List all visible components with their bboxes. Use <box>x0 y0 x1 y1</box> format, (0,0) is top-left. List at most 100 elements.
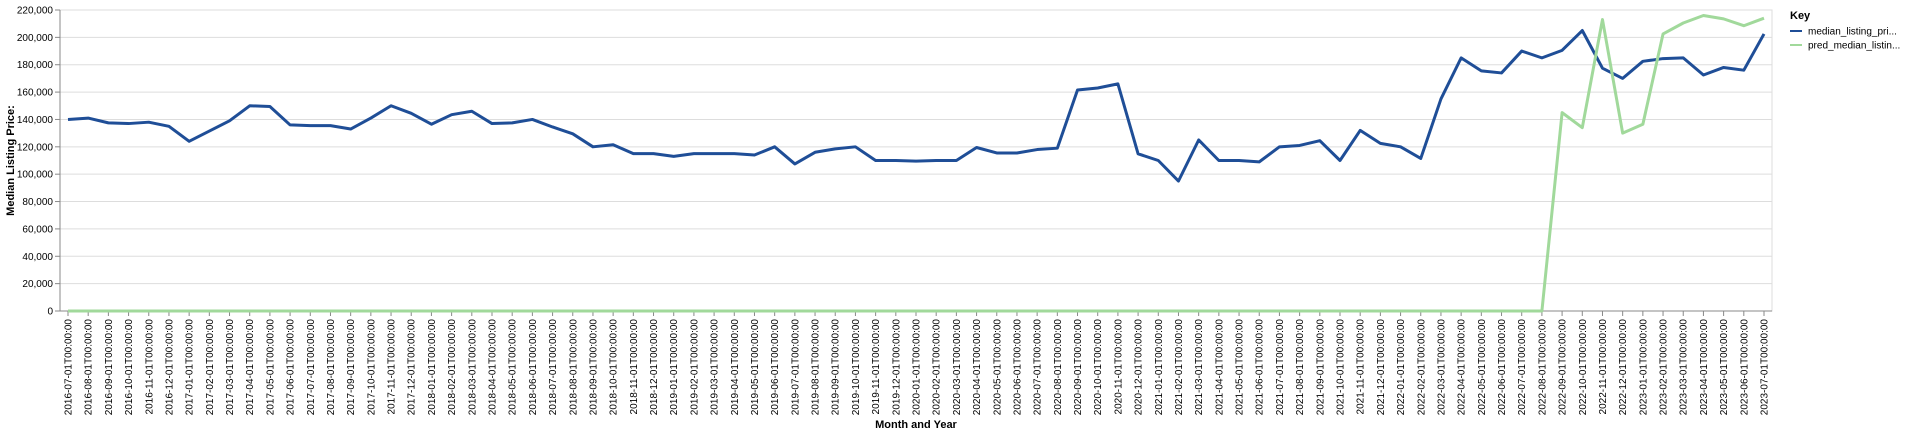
x-tick-label: 2020-09-01T00:00:00 <box>1073 319 1084 416</box>
x-tick-label: 2016-09-01T00:00:00 <box>104 319 115 416</box>
x-tick-label: 2020-02-01T00:00:00 <box>932 319 943 416</box>
x-tick-label: 2017-10-01T00:00:00 <box>366 319 377 416</box>
y-axis-title: Median Listing Price: <box>5 105 17 216</box>
y-tick-label: 100,000 <box>17 170 54 181</box>
x-tick-label: 2019-02-01T00:00:00 <box>689 319 700 416</box>
x-tick-label: 2018-08-01T00:00:00 <box>568 319 579 416</box>
x-tick-label: 2019-03-01T00:00:00 <box>710 319 721 416</box>
x-tick-label: 2020-10-01T00:00:00 <box>1093 319 1104 416</box>
x-tick-label: 2019-10-01T00:00:00 <box>851 319 862 416</box>
x-tick-label: 2017-11-01T00:00:00 <box>387 319 398 415</box>
x-tick-label: 2022-08-01T00:00:00 <box>1537 319 1548 416</box>
y-tick-label: 200,000 <box>17 33 54 44</box>
x-tick-label: 2022-04-01T00:00:00 <box>1457 319 1468 416</box>
x-tick-label: 2016-08-01T00:00:00 <box>84 319 95 416</box>
x-tick-label: 2022-12-01T00:00:00 <box>1618 319 1629 416</box>
x-tick-label: 2017-01-01T00:00:00 <box>185 319 196 416</box>
x-tick-label: 2018-09-01T00:00:00 <box>588 319 599 416</box>
x-tick-label: 2021-12-01T00:00:00 <box>1376 319 1387 416</box>
y-tick-label: 80,000 <box>22 197 53 208</box>
x-tick-label: 2022-09-01T00:00:00 <box>1558 319 1569 416</box>
x-tick-label: 2020-12-01T00:00:00 <box>1134 319 1145 416</box>
y-tick-label: 220,000 <box>17 6 54 17</box>
x-tick-label: 2021-09-01T00:00:00 <box>1315 319 1326 416</box>
x-tick-label: 2019-11-01T00:00:00 <box>871 319 882 415</box>
legend: Key median_listing_pri... pred_median_lis… <box>1790 10 1900 52</box>
x-tick-label: 2016-07-01T00:00:00 <box>64 319 75 416</box>
x-tick-label: 2020-08-01T00:00:00 <box>1053 319 1064 416</box>
x-axis: 2016-07-01T00:00:00 2016-08-01T00:00:00 20… <box>60 310 1772 416</box>
x-tick-label: 2019-05-01T00:00:00 <box>750 319 761 416</box>
x-tick-label: 2021-06-01T00:00:00 <box>1255 319 1266 416</box>
x-tick-label: 2018-06-01T00:00:00 <box>528 319 539 416</box>
x-tick-label: 2022-07-01T00:00:00 <box>1517 319 1528 416</box>
x-tick-label: 2018-07-01T00:00:00 <box>548 319 559 416</box>
x-tick-label: 2021-07-01T00:00:00 <box>1275 319 1286 416</box>
x-tick-label: 2017-07-01T00:00:00 <box>306 319 317 416</box>
x-tick-label: 2023-06-01T00:00:00 <box>1739 319 1750 416</box>
x-tick-label: 2017-03-01T00:00:00 <box>225 319 236 416</box>
y-tick-label: 180,000 <box>17 60 54 71</box>
y-tick-label: 20,000 <box>22 279 53 290</box>
x-tick-label: 2018-01-01T00:00:00 <box>427 319 438 416</box>
x-tick-label: 2021-01-01T00:00:00 <box>1154 319 1165 416</box>
x-tick-label: 2019-04-01T00:00:00 <box>730 319 741 416</box>
y-tick-label: 140,000 <box>17 115 54 126</box>
x-tick-label: 2022-03-01T00:00:00 <box>1436 319 1447 416</box>
x-tick-label: 2017-12-01T00:00:00 <box>407 319 418 416</box>
x-tick-label: 2021-04-01T00:00:00 <box>1214 319 1225 416</box>
series-line-1 <box>68 13 1765 313</box>
x-tick-label: 2016-10-01T00:00:00 <box>124 319 135 416</box>
x-tick-label: 2017-05-01T00:00:00 <box>265 319 276 416</box>
x-tick-label: 2023-02-01T00:00:00 <box>1659 319 1670 416</box>
x-tick-label: 2018-11-01T00:00:00 <box>629 319 640 415</box>
x-tick-label: 2019-08-01T00:00:00 <box>811 319 822 416</box>
y-tick-label: 40,000 <box>22 252 53 263</box>
x-tick-label: 2023-03-01T00:00:00 <box>1679 319 1690 416</box>
y-tick-label: 60,000 <box>22 224 53 235</box>
x-tick-label: 2019-06-01T00:00:00 <box>770 319 781 416</box>
x-tick-label: 2020-01-01T00:00:00 <box>912 319 923 416</box>
x-tick-label: 2020-03-01T00:00:00 <box>952 319 963 416</box>
x-tick-label: 2018-05-01T00:00:00 <box>508 319 519 416</box>
x-tick-label: 2018-04-01T00:00:00 <box>488 319 499 416</box>
legend-label-0: median_listing_pri... <box>1808 27 1897 38</box>
series-layer <box>67 13 1766 313</box>
x-tick-label: 2020-07-01T00:00:00 <box>1033 319 1044 416</box>
x-tick-label: 2021-05-01T00:00:00 <box>1235 319 1246 416</box>
x-tick-label: 2020-06-01T00:00:00 <box>1012 319 1023 416</box>
y-tick-label: 0 <box>47 307 53 318</box>
x-tick-label: 2017-09-01T00:00:00 <box>346 319 357 416</box>
x-tick-label: 2019-12-01T00:00:00 <box>891 319 902 416</box>
x-tick-label: 2016-12-01T00:00:00 <box>164 319 175 416</box>
x-tick-label: 2022-06-01T00:00:00 <box>1497 319 1508 416</box>
x-tick-label: 2019-09-01T00:00:00 <box>831 319 842 416</box>
x-tick-label: 2023-07-01T00:00:00 <box>1760 319 1771 416</box>
x-tick-label: 2020-11-01T00:00:00 <box>1113 319 1124 415</box>
x-axis-title: Month and Year <box>875 419 957 431</box>
legend-title: Key <box>1790 10 1811 22</box>
x-tick-label: 2022-11-01T00:00:00 <box>1598 319 1609 415</box>
x-tick-label: 2019-01-01T00:00:00 <box>669 319 680 416</box>
x-tick-label: 2018-03-01T00:00:00 <box>467 319 478 416</box>
x-tick-label: 2023-01-01T00:00:00 <box>1638 319 1649 416</box>
legend-label-1: pred_median_listin... <box>1808 41 1900 52</box>
x-tick-label: 2018-02-01T00:00:00 <box>447 319 458 416</box>
x-tick-label: 2022-10-01T00:00:00 <box>1578 319 1589 416</box>
x-tick-label: 2021-02-01T00:00:00 <box>1174 319 1185 416</box>
x-tick-label: 2018-10-01T00:00:00 <box>609 319 620 416</box>
x-tick-label: 2016-11-01T00:00:00 <box>144 319 155 415</box>
x-tick-label: 2022-02-01T00:00:00 <box>1416 319 1427 416</box>
x-tick-label: 2023-05-01T00:00:00 <box>1719 319 1730 416</box>
x-tick-label: 2021-08-01T00:00:00 <box>1295 319 1306 416</box>
x-tick-label: 2021-11-01T00:00:00 <box>1356 319 1367 415</box>
x-tick-label: 2017-02-01T00:00:00 <box>205 319 216 416</box>
y-axis: 0 20,000 40,000 60,000 80,000 100,000 120,000 1… <box>17 6 61 318</box>
x-tick-label: 2022-01-01T00:00:00 <box>1396 319 1407 416</box>
y-tick-label: 120,000 <box>17 142 54 153</box>
series-line-0 <box>67 29 1766 183</box>
x-tick-label: 2020-05-01T00:00:00 <box>992 319 1003 416</box>
x-tick-label: 2021-03-01T00:00:00 <box>1194 319 1205 416</box>
x-tick-label: 2017-04-01T00:00:00 <box>245 319 256 416</box>
